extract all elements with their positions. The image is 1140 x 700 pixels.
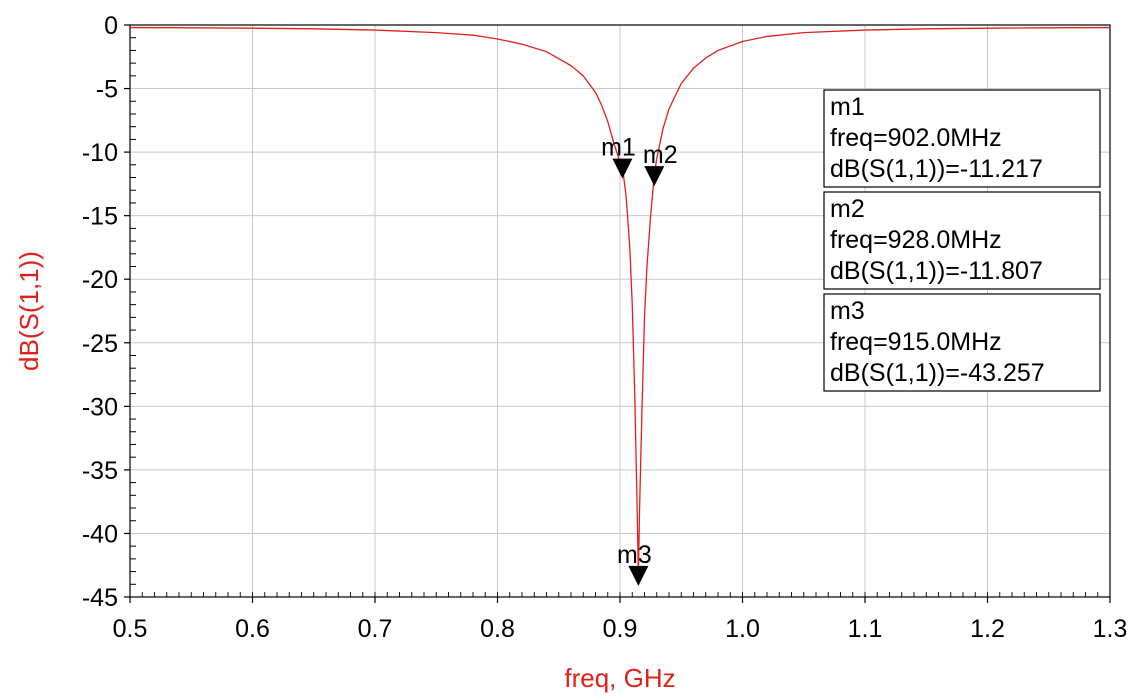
m3-readout-line: freq=915.0MHz [830, 328, 1002, 356]
x-tick-label: 1.1 [848, 615, 883, 643]
m3-marker-label: m3 [617, 541, 652, 569]
m2-readout-line: m2 [830, 195, 865, 223]
x-axis-title: freq, GHz [564, 663, 675, 693]
m3-marker-icon [628, 565, 649, 586]
m1-marker-label: m1 [601, 134, 636, 162]
y-tick-label: -10 [82, 139, 118, 167]
m1-readout-line: m1 [830, 93, 865, 121]
m2-readout-line: dB(S(1,1))=-11.807 [830, 257, 1043, 285]
m3-readout-box [823, 293, 1101, 392]
m2-marker-label: m2 [643, 141, 678, 169]
m2-readout-line: freq=928.0MHz [830, 226, 1002, 254]
m3-readout-line: dB(S(1,1))=-43.257 [830, 359, 1045, 387]
y-tick-label: -35 [82, 457, 118, 485]
x-tick-label: 0.7 [358, 615, 393, 643]
y-tick-label: -20 [82, 266, 118, 294]
s11-trace-line [129, 26, 1111, 576]
plot-frame [129, 24, 1111, 598]
x-tick-label: 0.6 [235, 615, 270, 643]
x-tick-label: 0.5 [113, 615, 148, 643]
m1-readout-line: freq=902.0MHz [830, 124, 1002, 152]
m1-readout-box [823, 89, 1101, 188]
y-tick-label: -15 [82, 203, 118, 231]
m3-readout-line: m3 [830, 297, 865, 325]
y-tick-label: -5 [96, 76, 118, 104]
x-tick-label: 1.3 [1093, 615, 1128, 643]
m1-marker-icon [612, 158, 633, 179]
x-tick-label: 0.9 [603, 615, 638, 643]
x-tick-label: 1.0 [725, 615, 760, 643]
m2-readout-box [823, 191, 1101, 290]
x-tick-label: 0.8 [480, 615, 515, 643]
marker-readouts: m1 freq=902.0MHz dB(S(1,1))=-11.217 m2 freq=… [823, 89, 1101, 392]
y-tick-label: -25 [82, 330, 118, 358]
y-tick-label: 0 [104, 12, 118, 40]
y-tick-label: -30 [82, 393, 118, 421]
y-tick-label: -45 [82, 584, 118, 612]
m1-readout-line: dB(S(1,1))=-11.217 [830, 155, 1043, 183]
x-tick-label: 1.2 [970, 615, 1005, 643]
x-tick-labels: 0.5 0.6 0.7 0.8 0.9 1.0 1.1 1.2 1.3 [113, 615, 1128, 643]
m2-marker-icon [644, 166, 665, 187]
y-tick-labels: 0 -5 -10 -15 -20 -25 -30 -35 -40 -45 [82, 12, 118, 612]
markers: m1 m2 m3 [601, 134, 678, 586]
y-tick-label: -40 [82, 520, 118, 548]
y-axis-title: dB(S(1,1)) [14, 251, 44, 371]
